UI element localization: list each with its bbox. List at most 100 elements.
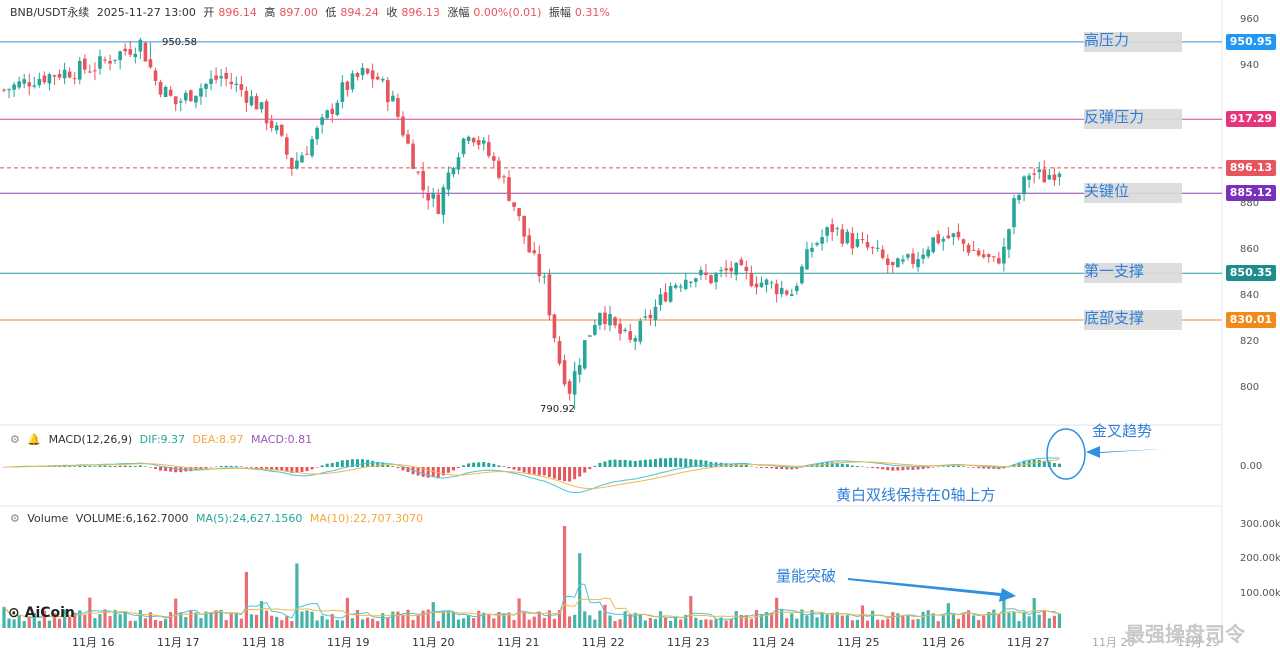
candle-body [37, 78, 42, 86]
macd-bar [123, 465, 127, 467]
volume-title[interactable]: Volume [27, 512, 69, 525]
macd-bar [462, 465, 466, 467]
macd-bar [73, 466, 77, 467]
candle-body [199, 88, 203, 97]
macd-dea: DEA:8.97 [192, 433, 244, 446]
candle-body [411, 143, 415, 169]
volume-bar [295, 563, 299, 628]
volume-bar [123, 611, 127, 628]
candle-body [461, 138, 466, 155]
candle-body [628, 331, 632, 340]
candle-body [1027, 175, 1031, 180]
bell-icon[interactable]: 🔔 [27, 433, 42, 446]
volume-bar [790, 613, 794, 628]
volume-bar [860, 605, 865, 628]
volume-bar [128, 620, 132, 628]
macd-bar [421, 467, 425, 477]
macd-bar [214, 466, 218, 468]
macd-title[interactable]: MACD(12,26,9) [48, 433, 133, 446]
volume-bar [669, 620, 673, 628]
candle-body [274, 125, 279, 131]
candle-body [310, 139, 314, 156]
volume-bar [270, 615, 274, 628]
macd-bar [558, 467, 561, 481]
level-price-badge: 830.01 [1226, 311, 1276, 328]
candle-body [350, 73, 355, 90]
macd-bar [234, 466, 238, 467]
macd-bar [169, 467, 173, 472]
candle-body [694, 278, 698, 282]
volume-bar [194, 612, 198, 628]
candle-body [981, 254, 986, 258]
macd-bar [850, 465, 854, 467]
volume-bar [68, 616, 72, 628]
gear-icon[interactable]: ⚙ [10, 512, 20, 525]
volume-bar [315, 620, 319, 628]
symbol[interactable]: BNB/USDT永续 [10, 6, 90, 19]
amp-label: 振幅 [548, 6, 571, 19]
macd-bar [436, 467, 440, 478]
macd-bar [992, 467, 996, 469]
volume-bar [204, 611, 208, 628]
macd-bar [113, 465, 117, 467]
candle-body [552, 314, 557, 339]
macd-bar [497, 465, 501, 467]
macd-bar [997, 467, 1001, 470]
macd-bar [1052, 462, 1056, 467]
macd-bar [876, 467, 880, 469]
volume-bar [966, 610, 971, 628]
volume-bar [153, 619, 158, 628]
low-label: 低 [325, 6, 337, 19]
macd-bar [754, 467, 758, 468]
candle-body [456, 157, 461, 170]
x-tick-label: 11月 25 [837, 636, 880, 649]
x-tick-label: 11月 28 [1092, 636, 1135, 649]
volume-bar [608, 615, 612, 628]
macd-bar [896, 467, 900, 471]
level-price-badge: 950.95 [1226, 33, 1276, 50]
macd-bar [118, 465, 122, 467]
macd-bar [159, 467, 163, 471]
macd-bar [305, 467, 309, 472]
volume-bar [729, 618, 733, 628]
volume-bar [704, 619, 708, 628]
candle-body [774, 283, 779, 295]
macd-bar [224, 465, 228, 467]
macd-bar [583, 467, 587, 473]
volume-bar [911, 619, 915, 628]
volume-bar [305, 610, 309, 628]
candle-body [896, 258, 900, 268]
volume-bar [441, 611, 445, 628]
candle-body [184, 92, 188, 101]
x-tick-label: 11月 24 [752, 636, 795, 649]
macd-bar [340, 460, 344, 467]
gear-icon[interactable]: ⚙ [10, 433, 20, 446]
volume-bar [871, 610, 875, 628]
candle-body [633, 338, 638, 342]
candle-body [466, 136, 471, 142]
macd-bar [855, 466, 859, 467]
candle-body [956, 231, 961, 238]
volume-bar [366, 617, 370, 628]
volume-bar [734, 611, 738, 628]
candle-body [769, 282, 774, 284]
candle-body [234, 83, 239, 85]
candle-body [1047, 174, 1052, 180]
volume-bar [936, 621, 940, 628]
volume-bar [825, 614, 829, 628]
macd-bar [568, 467, 572, 482]
volume-bar [461, 618, 466, 628]
macd-bar [457, 467, 460, 469]
candle-body [487, 142, 491, 156]
candle-body [325, 110, 329, 118]
volume-bar [234, 612, 238, 628]
macd-bar [830, 462, 834, 467]
x-tick-label: 11月 27 [1007, 636, 1050, 649]
macd-bar [785, 467, 789, 470]
volume-bar [2, 606, 6, 628]
macd-zero-tick: 0.00 [1240, 461, 1263, 472]
macd-bar [704, 460, 708, 467]
volume-bar [684, 614, 688, 628]
macd-bar [335, 461, 339, 467]
